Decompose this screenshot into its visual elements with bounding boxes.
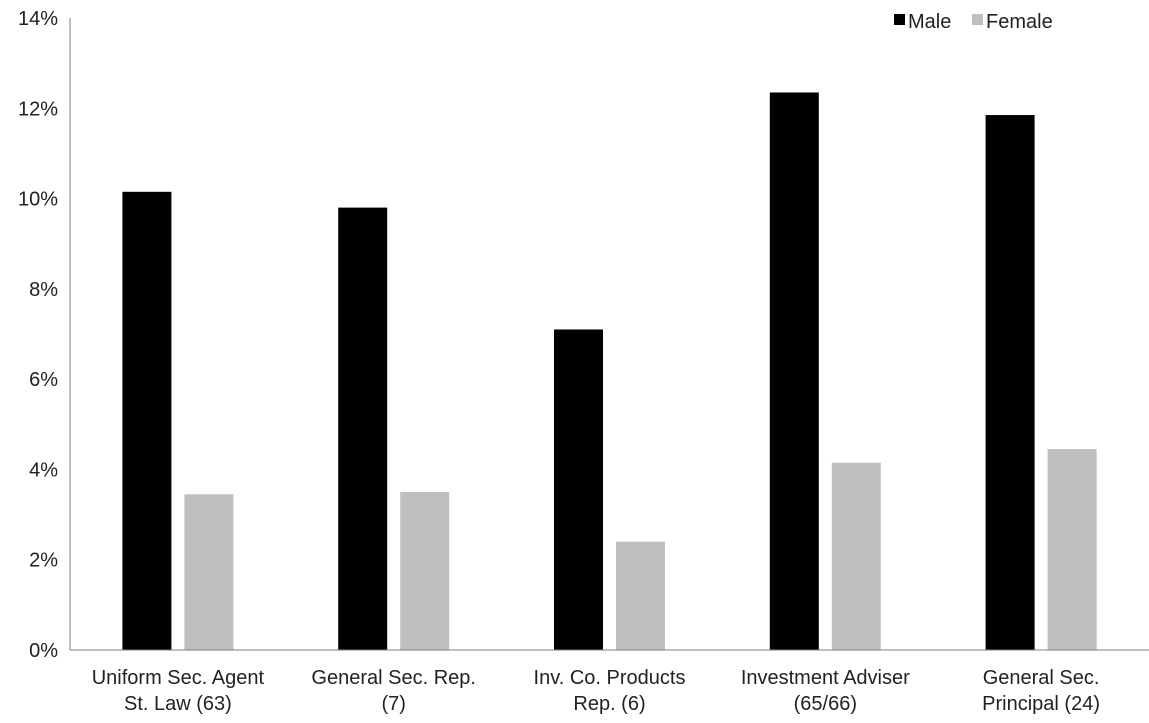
x-axis-category-labels: Uniform Sec. Agent St. Law (63) General Se… — [92, 667, 1100, 715]
x-category-label: Inv. Co. Products — [534, 667, 686, 689]
y-tick-label: 0% — [29, 640, 58, 662]
bar-male — [985, 115, 1035, 651]
x-category-label: Principal (24) — [982, 693, 1100, 715]
legend-label-female: Female — [986, 11, 1053, 33]
y-axis-ticks: 0% 2% 4% 6% 8% 10% 12% 14% — [18, 8, 58, 662]
legend-swatch-female — [972, 14, 983, 25]
bar-male — [122, 191, 172, 651]
x-category-label: (65/66) — [794, 693, 857, 715]
bar-male — [554, 329, 603, 650]
x-category-label: St. Law (63) — [124, 693, 232, 715]
y-tick-label: 14% — [18, 8, 58, 30]
x-category-label: (7) — [381, 693, 405, 715]
bar-female — [400, 492, 450, 650]
x-category-label: Rep. (6) — [573, 693, 645, 715]
x-category-label: General Sec. Rep. — [311, 667, 476, 689]
legend-label-male: Male — [908, 11, 951, 33]
x-category-label: General Sec. — [983, 667, 1100, 689]
bar-female — [1047, 449, 1097, 650]
y-tick-label: 10% — [18, 189, 58, 211]
bars — [122, 92, 1097, 651]
bar-female — [184, 494, 234, 650]
y-tick-label: 2% — [29, 550, 58, 572]
y-tick-label: 12% — [18, 98, 58, 120]
legend: Male Female — [894, 11, 1053, 33]
y-tick-label: 4% — [29, 459, 58, 481]
bar-female — [616, 541, 665, 650]
y-tick-label: 8% — [29, 279, 58, 301]
bar-female — [831, 462, 881, 650]
legend-swatch-male — [894, 14, 905, 25]
x-category-label: Investment Adviser — [741, 667, 910, 689]
y-tick-label: 6% — [29, 369, 58, 391]
bar-male — [338, 207, 388, 650]
x-category-label: Uniform Sec. Agent — [92, 667, 265, 689]
bar-male — [769, 92, 819, 650]
